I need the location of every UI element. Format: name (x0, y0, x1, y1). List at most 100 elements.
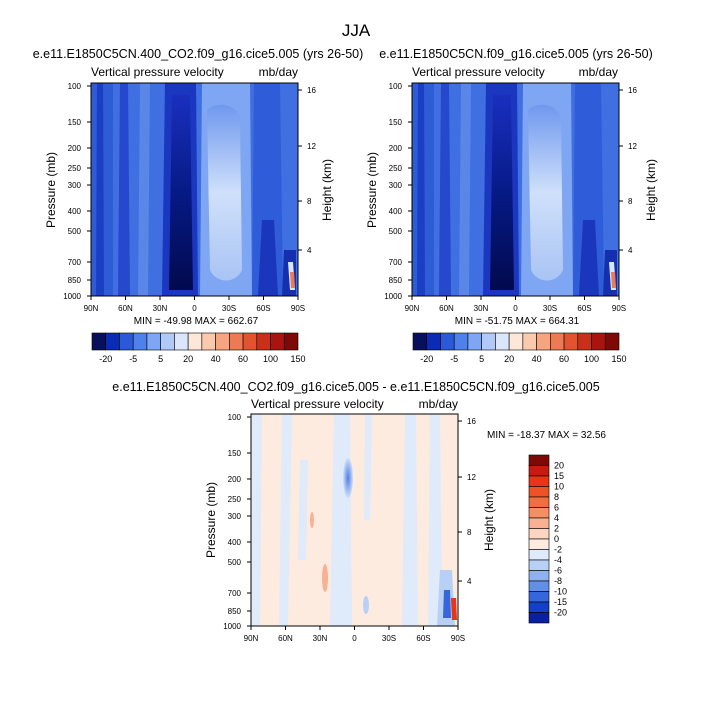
colorbar-swatch (495, 332, 510, 351)
y2-tick-labels: 16 12 8 4 (467, 417, 476, 586)
units-label: mb/day (579, 65, 618, 79)
colorbar-swatch (528, 528, 550, 540)
svg-text:400: 400 (389, 207, 403, 216)
colorbar-label: 6 (554, 503, 559, 513)
colorbar-label: 8 (554, 492, 559, 502)
panel-bottom-difference: e.e11.E1850C5CN.400_CO2.f09_g16.cice5.00… (112, 380, 606, 643)
svg-text:850: 850 (68, 276, 82, 285)
y-tick-labels: 100 150 200 250 300 400 500 700 850 1000 (384, 82, 402, 301)
svg-text:90S: 90S (291, 304, 305, 313)
panel-title: e.e11.E1850C5CN.400_CO2.f09_g16.cice5.00… (33, 47, 364, 61)
svg-text:200: 200 (228, 475, 242, 484)
colorbar-swatch (528, 496, 550, 508)
colorbar-swatch (270, 332, 285, 351)
colorbar-swatch (160, 332, 175, 351)
x-tick-labels: 90N 60N 30N 0 30S 60S 90S (244, 634, 465, 643)
colorbar-label: 20 (183, 354, 193, 364)
colorbar-label: -20 (554, 608, 567, 618)
units-label: mb/day (259, 65, 298, 79)
colorbar-swatch (528, 549, 550, 561)
colorbar-swatch (528, 454, 550, 466)
y2-axis-label: Height (km) (644, 159, 658, 221)
svg-text:30S: 30S (382, 634, 396, 643)
colorbar-swatch (242, 332, 258, 351)
svg-text:150: 150 (68, 118, 82, 127)
y2-axis-label: Height (km) (320, 159, 334, 221)
colorbar-label: 15 (554, 471, 564, 481)
svg-text:150: 150 (389, 118, 403, 127)
svg-text:0: 0 (192, 304, 197, 313)
colorbar-swatch (528, 570, 550, 582)
colorbar-label: 20 (554, 461, 564, 471)
svg-text:500: 500 (68, 227, 82, 236)
colorbar-label: 10 (554, 482, 564, 492)
colorbar-swatch (256, 332, 271, 351)
svg-text:500: 500 (228, 558, 242, 567)
svg-text:60N: 60N (439, 304, 454, 313)
colorbar-swatch (481, 332, 496, 351)
svg-text:300: 300 (389, 181, 403, 190)
svg-text:60N: 60N (118, 304, 133, 313)
svg-text:250: 250 (389, 164, 403, 173)
y2-tick-labels: 16 12 8 4 (307, 86, 316, 255)
panel-top-right: e.e11.E1850C5CN.f09_g16.cice5.005 (yrs 2… (365, 47, 658, 327)
svg-text:700: 700 (68, 258, 82, 267)
colorbar-label: 150 (611, 354, 626, 364)
colorbar-label: -4 (554, 555, 562, 565)
panel-top-left: e.e11.E1850C5CN.400_CO2.f09_g16.cice5.00… (33, 47, 364, 327)
colorbar-label: -10 (554, 587, 567, 597)
svg-text:90S: 90S (451, 634, 465, 643)
y2-axis-label: Height (km) (482, 489, 496, 551)
svg-text:1000: 1000 (223, 622, 241, 631)
colorbar-label: 2 (554, 524, 559, 534)
colorbar-swatch (467, 332, 482, 351)
colorbar-swatch (412, 332, 428, 351)
colorbar-swatch (528, 517, 550, 529)
svg-text:30N: 30N (313, 634, 328, 643)
colorbar-label: 60 (238, 354, 248, 364)
colorbar-swatch (508, 332, 524, 351)
svg-text:0: 0 (352, 634, 357, 643)
svg-text:300: 300 (68, 181, 82, 190)
svg-text:60S: 60S (416, 634, 430, 643)
svg-text:100: 100 (228, 413, 242, 422)
svg-text:200: 200 (68, 144, 82, 153)
axes: 100 150 200 250 300 400 500 700 850 1000 (365, 82, 658, 313)
colorbar-swatch (528, 559, 550, 571)
svg-text:60N: 60N (278, 634, 293, 643)
y-axis-label: Pressure (mb) (365, 152, 379, 228)
colorbar-label: 20 (504, 354, 514, 364)
colorbar-swatch (528, 475, 550, 487)
colorbar-label: 0 (554, 534, 559, 544)
colorbar-swatch (229, 332, 244, 351)
svg-text:400: 400 (228, 538, 242, 547)
colorbar-label: 4 (554, 513, 559, 523)
colorbar-label: 5 (158, 354, 163, 364)
colorbar-label: 40 (211, 354, 221, 364)
colorbar-label: 60 (559, 354, 569, 364)
min-max-label: MIN = -18.37 MAX = 32.56 (487, 430, 606, 441)
svg-text:12: 12 (628, 142, 637, 151)
y-tick-labels: 100 150 200 250 300 400 500 700 850 1000 (223, 413, 241, 631)
svg-text:4: 4 (307, 246, 312, 255)
colorbar-swatch (174, 332, 189, 351)
svg-text:700: 700 (228, 589, 242, 598)
colorbar-label: -5 (450, 354, 458, 364)
colorbar-swatch (440, 332, 455, 351)
min-max-label: MIN = -51.75 MAX = 664.31 (455, 316, 580, 327)
colorbar-swatch (604, 332, 620, 351)
svg-text:16: 16 (307, 86, 316, 95)
colorbar-label: 100 (263, 354, 278, 364)
min-max-label: MIN = -49.98 MAX = 662.67 (134, 316, 259, 327)
svg-text:30S: 30S (222, 304, 236, 313)
svg-text:500: 500 (389, 227, 403, 236)
colorbar-label: -2 (554, 545, 562, 555)
colorbar-swatch (522, 332, 537, 351)
svg-text:4: 4 (467, 577, 472, 586)
colorbar-swatch (283, 332, 299, 351)
colorbar-swatch (215, 332, 230, 351)
colorbar-top-right: -20 -5 5 20 40 60 100 150 (412, 332, 627, 364)
x-tick-labels: 90N 60N 30N 0 30S 60S 90S (405, 304, 626, 313)
